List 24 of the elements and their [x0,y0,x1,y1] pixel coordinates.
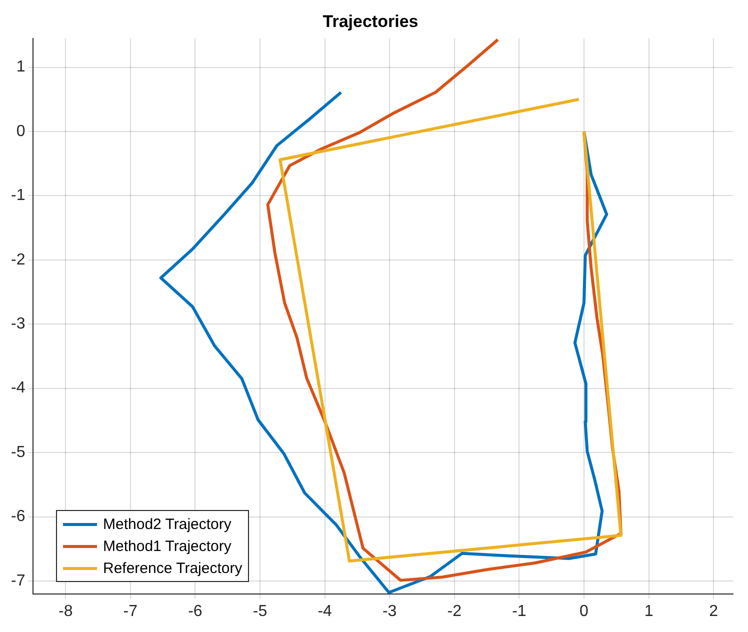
y-tick-label: -1 [10,187,26,204]
x-tick-label: 1 [644,602,654,620]
x-tick-label: -5 [252,602,268,620]
y-tick-label: -3 [10,316,26,333]
x-tick-label: -2 [447,602,462,620]
x-tick-label: 0 [580,602,589,620]
y-tick-label: -7 [10,572,26,590]
x-tick-label: -8 [58,602,73,620]
y-tick-label: -2 [10,251,26,268]
x-tick-label: -1 [512,602,526,620]
x-tick-label: -7 [123,602,138,620]
legend-label: Reference Trajectory [103,560,242,576]
y-tick-label: -6 [10,508,26,526]
y-tick-label: -5 [10,444,26,461]
y-tick-label: 1 [16,58,26,76]
legend-label: Method2 Trajectory [103,516,232,532]
chart-title: Trajectories [322,12,418,31]
x-tick-label: -3 [382,602,397,620]
y-tick-label: 0 [16,122,26,140]
legend-label: Method1 Trajectory [103,538,232,554]
x-tick-label: -6 [188,602,202,620]
x-tick-label: -4 [318,602,332,620]
y-tick-label: -4 [10,380,26,397]
x-tick-label: 2 [709,602,718,620]
